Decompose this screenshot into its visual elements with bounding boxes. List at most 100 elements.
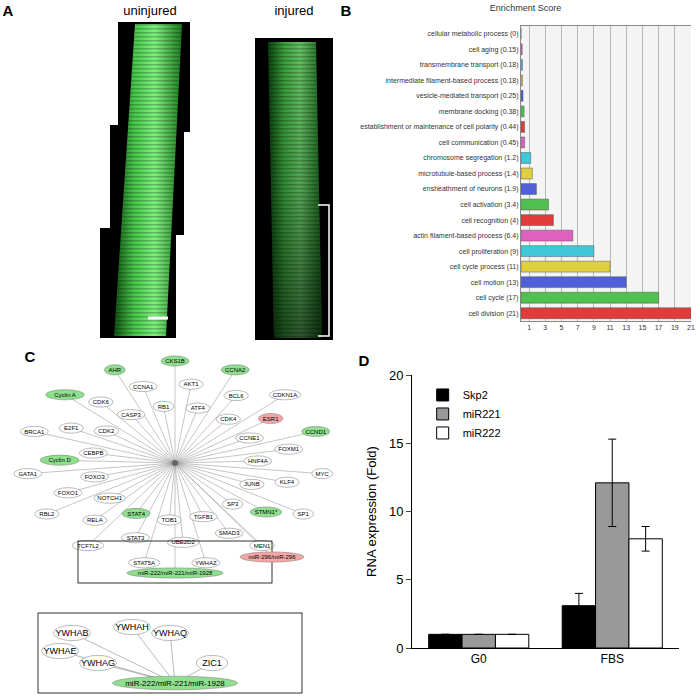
svg-text:MEN1: MEN1 bbox=[254, 543, 271, 549]
svg-text:Cyclin D: Cyclin D bbox=[48, 457, 71, 463]
svg-text:establishment or maintenance o: establishment or maintenance of cell pol… bbox=[360, 123, 518, 131]
svg-text:TOB1: TOB1 bbox=[161, 517, 177, 523]
svg-text:SP1: SP1 bbox=[297, 511, 309, 517]
svg-text:cell proliferation (9): cell proliferation (9) bbox=[459, 248, 519, 256]
svg-text:microtubule-based process (1.4: microtubule-based process (1.4) bbox=[418, 170, 518, 178]
svg-text:YWHAZ: YWHAZ bbox=[195, 560, 217, 566]
svg-text:cellular metabolic process (0): cellular metabolic process (0) bbox=[428, 30, 519, 38]
svg-text:CASP3: CASP3 bbox=[121, 412, 141, 418]
svg-text:9: 9 bbox=[592, 324, 596, 331]
svg-text:15: 15 bbox=[639, 324, 647, 331]
svg-text:CDK6: CDK6 bbox=[93, 399, 110, 405]
svg-text:cell division (21): cell division (21) bbox=[468, 310, 518, 318]
svg-text:CEBPB: CEBPB bbox=[83, 450, 103, 456]
svg-text:SP3: SP3 bbox=[227, 501, 239, 507]
svg-text:RELA: RELA bbox=[87, 517, 103, 523]
svg-text:B: B bbox=[341, 2, 352, 19]
svg-text:KLF4: KLF4 bbox=[280, 479, 295, 485]
svg-text:17: 17 bbox=[655, 324, 663, 331]
svg-text:FOXO1: FOXO1 bbox=[58, 490, 79, 496]
svg-text:cell cycle process (11): cell cycle process (11) bbox=[450, 263, 519, 271]
svg-text:1: 1 bbox=[527, 324, 531, 331]
svg-text:miR-296/miR-296: miR-296/miR-296 bbox=[248, 554, 296, 560]
svg-text:CCNA1: CCNA1 bbox=[133, 384, 154, 390]
svg-text:5: 5 bbox=[560, 324, 564, 331]
svg-text:vesicle-mediated transport (0.: vesicle-mediated transport (0.25) bbox=[416, 92, 518, 100]
svg-text:RB1: RB1 bbox=[158, 404, 170, 410]
svg-text:10: 10 bbox=[389, 504, 403, 519]
svg-text:intermediate filament-based pr: intermediate filament-based process (0.1… bbox=[386, 77, 519, 85]
svg-text:BRCA1: BRCA1 bbox=[24, 429, 45, 435]
svg-text:YWHAH: YWHAH bbox=[115, 622, 149, 632]
svg-text:13: 13 bbox=[622, 324, 630, 331]
svg-text:cell recognition (4): cell recognition (4) bbox=[461, 217, 518, 225]
svg-text:STAT3: STAT3 bbox=[127, 535, 145, 541]
svg-text:11: 11 bbox=[606, 324, 613, 331]
svg-text:YWHAQ: YWHAQ bbox=[153, 628, 187, 638]
svg-text:ensheathment of neurons (1.9): ensheathment of neurons (1.9) bbox=[423, 185, 519, 193]
svg-text:NOTCH1: NOTCH1 bbox=[97, 495, 122, 501]
svg-text:miR222: miR222 bbox=[463, 427, 501, 439]
svg-text:transmembrane transport (0.18): transmembrane transport (0.18) bbox=[420, 61, 519, 69]
svg-text:AHR: AHR bbox=[108, 367, 121, 373]
svg-text:YWHAG: YWHAG bbox=[81, 658, 115, 668]
svg-text:RBL2: RBL2 bbox=[39, 511, 55, 517]
svg-text:D: D bbox=[359, 352, 370, 369]
svg-text:FOXO3: FOXO3 bbox=[84, 474, 105, 480]
svg-text:STAT5A: STAT5A bbox=[133, 560, 155, 566]
svg-text:Skp2: Skp2 bbox=[463, 389, 488, 401]
svg-text:YWHAE: YWHAE bbox=[43, 646, 76, 656]
svg-text:CDKN1A: CDKN1A bbox=[273, 392, 297, 398]
svg-text:miR221: miR221 bbox=[463, 408, 501, 420]
svg-text:15: 15 bbox=[389, 436, 403, 451]
svg-text:C: C bbox=[25, 348, 36, 365]
svg-text:ZIC1: ZIC1 bbox=[202, 658, 222, 668]
svg-text:cell aging (0.15): cell aging (0.15) bbox=[469, 46, 519, 54]
svg-text:MYC: MYC bbox=[316, 471, 330, 477]
svg-text:3: 3 bbox=[543, 324, 547, 331]
svg-text:A: A bbox=[3, 2, 14, 19]
svg-text:membrane docking (0.38): membrane docking (0.38) bbox=[439, 108, 519, 116]
svg-text:cell communication (0.45): cell communication (0.45) bbox=[439, 139, 519, 147]
svg-text:GATA1: GATA1 bbox=[18, 471, 37, 477]
svg-text:TGFB1: TGFB1 bbox=[194, 514, 214, 520]
svg-text:0: 0 bbox=[396, 641, 403, 656]
svg-text:CCNE1: CCNE1 bbox=[239, 435, 260, 441]
svg-text:FBS: FBS bbox=[601, 652, 624, 666]
svg-text:21: 21 bbox=[687, 324, 695, 331]
svg-text:Enrichment Score: Enrichment Score bbox=[490, 3, 562, 13]
svg-text:19: 19 bbox=[671, 324, 679, 331]
svg-text:STAT4: STAT4 bbox=[127, 511, 145, 517]
svg-text:5: 5 bbox=[396, 572, 403, 587]
svg-text:AKT1: AKT1 bbox=[184, 381, 200, 387]
svg-text:CCND1: CCND1 bbox=[305, 429, 326, 435]
svg-text:injured: injured bbox=[274, 3, 313, 18]
svg-text:Cyclin A: Cyclin A bbox=[54, 392, 76, 398]
svg-text:STMN1*: STMN1* bbox=[255, 509, 278, 515]
svg-text:HNF4A: HNF4A bbox=[248, 458, 268, 464]
svg-text:20: 20 bbox=[389, 368, 403, 383]
svg-text:BCL6: BCL6 bbox=[229, 393, 245, 399]
svg-text:CDK2: CDK2 bbox=[98, 428, 115, 434]
svg-text:SMAD3: SMAD3 bbox=[219, 530, 240, 536]
svg-text:TCF7L2: TCF7L2 bbox=[77, 543, 99, 549]
svg-text:miR-222/miR-221/miR-1928: miR-222/miR-221/miR-1928 bbox=[125, 679, 225, 688]
svg-text:actin filament-based process (: actin filament-based process (6.4) bbox=[413, 232, 518, 240]
svg-text:RNA expression (Fold): RNA expression (Fold) bbox=[364, 446, 379, 577]
svg-text:CCNA2: CCNA2 bbox=[225, 367, 246, 373]
svg-text:ATF4: ATF4 bbox=[191, 405, 206, 411]
svg-text:UBE2D2: UBE2D2 bbox=[171, 539, 195, 545]
svg-text:chromosome segregation (1.2): chromosome segregation (1.2) bbox=[423, 154, 518, 162]
svg-text:cell cycle (17): cell cycle (17) bbox=[476, 294, 519, 302]
svg-text:7: 7 bbox=[576, 324, 580, 331]
svg-text:ESR1: ESR1 bbox=[263, 416, 279, 422]
svg-text:FOXM1: FOXM1 bbox=[278, 446, 299, 452]
svg-text:JUNB: JUNB bbox=[244, 481, 260, 487]
svg-text:CKS1B: CKS1B bbox=[165, 358, 185, 364]
svg-text:G0: G0 bbox=[471, 652, 487, 666]
svg-text:YWHAB: YWHAB bbox=[55, 628, 88, 638]
svg-text:CDK4: CDK4 bbox=[220, 416, 237, 422]
svg-text:miR-222/miR-221/miR-1928: miR-222/miR-221/miR-1928 bbox=[138, 570, 213, 576]
svg-text:cell activation (3.4): cell activation (3.4) bbox=[460, 201, 518, 209]
svg-text:cell motion (13): cell motion (13) bbox=[471, 279, 519, 287]
